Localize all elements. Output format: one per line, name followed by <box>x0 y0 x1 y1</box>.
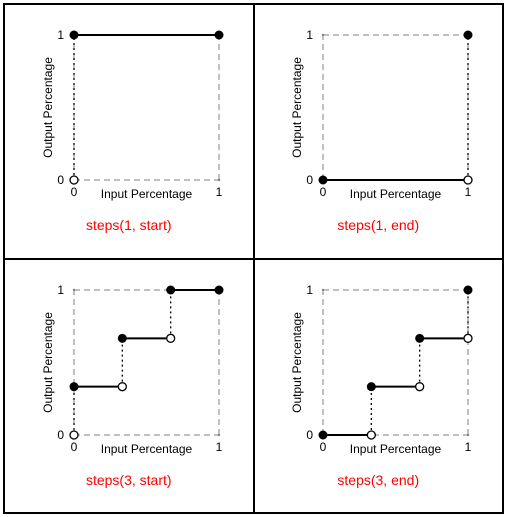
svg-text:1: 1 <box>215 440 222 454</box>
svg-text:0: 0 <box>307 428 314 442</box>
svg-text:0: 0 <box>70 185 77 199</box>
svg-text:1: 1 <box>465 185 472 199</box>
caption-1: steps(1, end) <box>337 217 419 233</box>
svg-text:Input Percentage: Input Percentage <box>101 442 193 456</box>
svg-text:Output Percentage: Output Percentage <box>290 57 304 158</box>
svg-text:Input Percentage: Input Percentage <box>101 187 193 201</box>
caption-0: steps(1, start) <box>86 217 172 233</box>
svg-text:0: 0 <box>307 173 314 187</box>
svg-text:1: 1 <box>57 283 64 297</box>
plot-3: 0 1 0 1 Input Percentage Output Percentage <box>278 270 478 470</box>
svg-text:1: 1 <box>215 185 222 199</box>
svg-text:1: 1 <box>307 283 314 297</box>
panel-grid: 0 1 0 1 Input Percentage Output Percentage st… <box>3 3 504 514</box>
svg-text:0: 0 <box>57 428 64 442</box>
svg-text:1: 1 <box>307 28 314 42</box>
svg-text:Input Percentage: Input Percentage <box>350 187 442 201</box>
svg-text:1: 1 <box>57 28 64 42</box>
svg-text:1: 1 <box>465 440 472 454</box>
svg-text:Output Percentage: Output Percentage <box>41 57 55 158</box>
panel-0: 0 1 0 1 Input Percentage Output Percentage st… <box>4 4 254 259</box>
svg-text:Output Percentage: Output Percentage <box>290 311 304 412</box>
svg-text:0: 0 <box>320 185 327 199</box>
caption-3: steps(3, end) <box>337 472 419 488</box>
caption-2: steps(3, start) <box>86 472 172 488</box>
svg-text:Output Percentage: Output Percentage <box>41 311 55 412</box>
svg-text:0: 0 <box>70 440 77 454</box>
svg-text:0: 0 <box>57 173 64 187</box>
plot-0: 0 1 0 1 Input Percentage Output Percentage <box>29 15 229 215</box>
plot-1: 0 1 0 1 Input Percentage Output Percentage <box>278 15 478 215</box>
svg-text:Input Percentage: Input Percentage <box>350 442 442 456</box>
panel-3: 0 1 0 1 Input Percentage Output Percentage st… <box>254 259 504 514</box>
plot-2: 0 1 0 1 Input Percentage Output Percentage <box>29 270 229 470</box>
panel-1: 0 1 0 1 Input Percentage Output Percentage st… <box>254 4 504 259</box>
panel-2: 0 1 0 1 Input Percentage Output Percentage st… <box>4 259 254 514</box>
svg-text:0: 0 <box>320 440 327 454</box>
